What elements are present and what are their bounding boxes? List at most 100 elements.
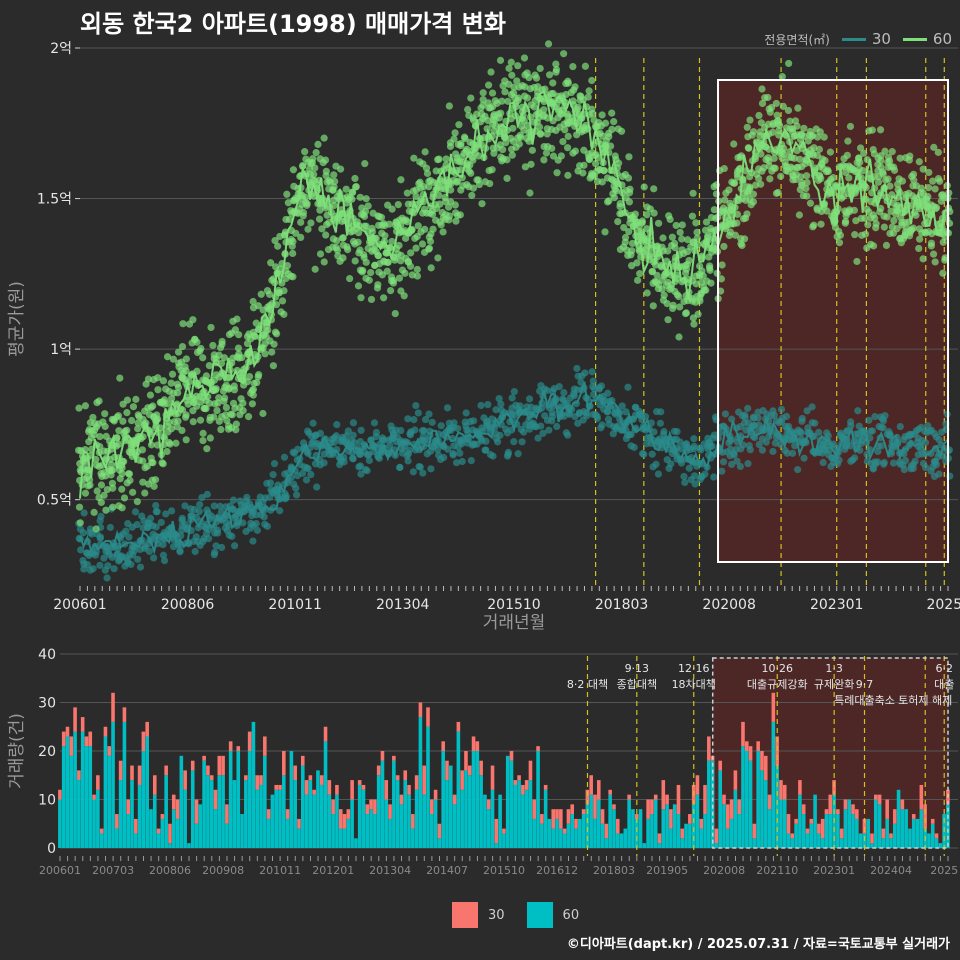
scatter-point [666,215,674,224]
scatter-point [581,62,590,70]
bar-x-tick-label: 201201 [312,864,354,877]
scatter-point [231,542,239,550]
scatter-point [558,395,567,403]
bar-60 [414,789,419,848]
scatter-point [359,266,367,275]
bar-30 [570,804,575,815]
scatter-point [365,456,373,465]
scatter-point [174,417,182,425]
scatter-point [682,269,690,277]
bar-30 [399,794,404,805]
y-tick-label: 1억 [50,342,72,358]
bar-60 [623,828,628,848]
scatter-point [123,396,132,404]
scatter-point [287,235,295,244]
scatter-point [507,58,515,66]
scatter-point [579,169,587,177]
policy-annotation: 18차대책 [672,678,716,691]
scatter-point [388,237,396,246]
bar-60 [612,809,616,848]
scatter-point [744,404,752,412]
scatter-point [409,468,417,476]
scatter-point [425,410,433,418]
scatter-point [884,175,892,183]
scatter-point [271,236,279,245]
scatter-point [934,148,942,156]
bar-60 [202,760,206,848]
bar-60 [589,794,593,848]
scatter-point [653,271,661,279]
x-tick-label: 202008 [702,597,755,613]
scatter-point [728,178,736,186]
bar-30 [657,833,662,844]
policy-annotation: 종합대책 [617,678,657,691]
scatter-point [292,491,301,499]
bar-30 [156,828,161,834]
scatter-point [349,431,357,439]
scatter-point [250,331,258,340]
scatter-point [784,106,793,115]
scatter-point [486,451,495,459]
scatter-point [289,249,297,258]
legend-bottom: 30 60 [452,902,579,928]
scatter-point [354,282,363,290]
scatter-point [850,206,858,214]
bar-30 [217,755,222,776]
scatter-point [225,385,233,393]
bar-60 [187,843,191,848]
scatter-point [650,185,658,193]
scatter-point [152,508,160,516]
bar-y-tick-label: 20 [38,744,56,760]
bar-30 [809,818,814,824]
scatter-point [660,427,668,436]
scatter-point [758,99,767,108]
bar-60 [354,838,358,848]
bar-30 [266,809,271,819]
scatter-point [397,426,405,435]
bar-30 [589,775,593,795]
scatter-point [93,487,101,495]
series-line-60 [79,90,949,499]
bar-30 [737,799,741,815]
scatter-point [97,481,106,489]
scatter-point [794,466,802,474]
scatter-point [877,163,885,171]
scatter-point [202,372,210,380]
scatter-point [249,537,257,545]
bar-60 [388,818,392,848]
bar-30 [877,794,882,805]
bar-60 [96,789,100,848]
scatter-point [265,290,274,298]
y-tick-label: 2억 [50,41,72,57]
scatter-point [314,140,322,148]
scatter-point [302,193,310,201]
scatter-point [617,127,626,135]
scatter-point [633,259,641,267]
bar-30 [669,809,673,829]
scatter-point [443,404,452,412]
scatter-point [851,454,859,462]
scatter-point [218,543,226,552]
bar-60 [904,809,908,848]
scatter-points-30 [75,364,954,582]
legend-top-title: 전용면적(㎡) [764,32,830,47]
scatter-point [440,453,448,462]
scatter-point [174,383,183,391]
bar-30 [160,814,165,819]
bar-30 [934,833,939,839]
scatter-point [508,71,516,79]
scatter-point [289,273,297,281]
scatter-point [636,270,644,278]
bar-60 [361,789,366,848]
bar-30 [388,804,392,819]
bar-60 [111,721,115,848]
bar-60 [763,780,768,848]
bar-60 [407,794,411,848]
bar-30 [164,765,168,776]
scatter-point [427,230,435,238]
scatter-point [498,97,506,105]
scatter-point [746,183,754,191]
bar-30 [521,784,525,795]
scatter-point [420,205,429,213]
scatter-point [510,388,518,396]
